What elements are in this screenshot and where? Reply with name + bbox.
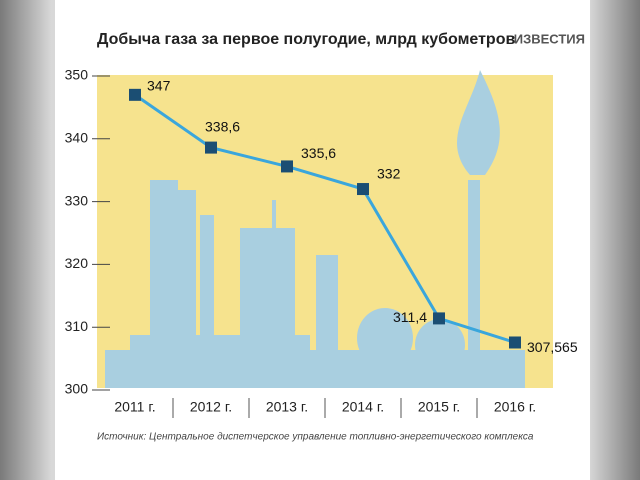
y-tick-label: 320 <box>65 255 89 271</box>
y-tick-label: 330 <box>65 192 89 208</box>
series-line <box>134 93 516 344</box>
data-label: 347 <box>147 78 171 94</box>
x-tick-label: 2016 г. <box>494 399 536 415</box>
data-label: 307,565 <box>527 339 578 355</box>
chart-title: Добыча газа за первое полугодие, млрд ку… <box>97 31 515 48</box>
x-tick-label: 2013 г. <box>266 399 308 415</box>
data-label: 332 <box>377 166 401 182</box>
marker <box>281 160 293 173</box>
marker <box>433 312 445 325</box>
marker <box>129 88 141 101</box>
data-label: 338,6 <box>205 118 240 134</box>
source: Источник: Центральное диспетчерское упра… <box>97 432 534 443</box>
marker <box>357 183 369 196</box>
x-tick-label: 2014 г. <box>342 399 384 415</box>
y-tick-label: 350 <box>65 67 89 83</box>
marker <box>509 336 521 349</box>
data-label: 335,6 <box>301 145 336 161</box>
y-tick-label: 310 <box>65 318 89 334</box>
marker <box>205 141 217 154</box>
plant-silhouette <box>105 70 525 388</box>
x-tick-label: 2012 г. <box>190 399 232 415</box>
y-tick-label: 340 <box>65 130 89 146</box>
data-label: 311,4 <box>393 309 427 325</box>
x-tick-label: 2011 г. <box>114 399 155 415</box>
brand: ИЗВЕСТИЯ <box>514 31 585 46</box>
y-tick-label: 300 <box>65 381 89 397</box>
x-tick-label: 2015 г. <box>418 399 460 415</box>
